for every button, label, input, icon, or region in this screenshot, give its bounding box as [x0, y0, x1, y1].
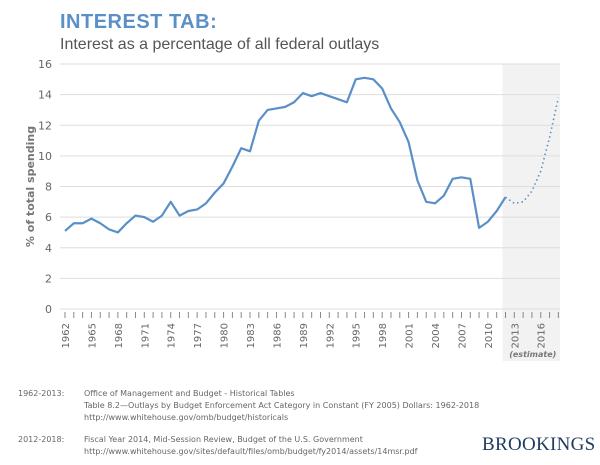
- chart-title: INTEREST TAB:: [60, 11, 218, 33]
- brookings-logo: BROOKINGS: [482, 434, 596, 455]
- estimate-label: (estimate): [509, 350, 556, 359]
- source-2: 2012-2018: Fiscal Year 2014, Mid-Session…: [18, 434, 478, 458]
- historical-series-line: [64, 76, 507, 234]
- source-2-url[interactable]: http://www.whitehouse.gov/sites/default/…: [84, 447, 418, 456]
- x-tick-label: 1962: [61, 323, 72, 348]
- x-tick-label: 1980: [220, 323, 231, 348]
- y-tick-label: 12: [38, 119, 52, 132]
- x-tick-label: 1983: [246, 323, 257, 348]
- x-tick-label: 1977: [193, 323, 204, 348]
- y-tick-label: 4: [45, 242, 52, 255]
- x-tick-label: 1974: [167, 323, 178, 348]
- y-axis-label: % of total spending: [24, 126, 37, 247]
- y-tick-label: 8: [45, 181, 52, 194]
- source-1-line: Office of Management and Budget - Histor…: [84, 389, 295, 398]
- x-tick-label: 1995: [352, 323, 363, 348]
- x-tick-label: 1986: [272, 323, 283, 348]
- source-2-line: Fiscal Year 2014, Mid-Session Review, Bu…: [84, 435, 363, 444]
- x-tick-label: 1992: [325, 323, 336, 348]
- y-tick-label: 0: [45, 303, 52, 316]
- source-1: 1962-2013: Office of Management and Budg…: [18, 388, 578, 424]
- source-2-label: 2012-2018:: [18, 435, 65, 444]
- x-tick-label: 2001: [405, 323, 416, 348]
- source-1-line: Table 8.2—Outlays by Budget Enforcement …: [84, 401, 480, 410]
- x-tick-label: 2016: [537, 323, 548, 348]
- x-tick-label: 2007: [457, 323, 468, 348]
- x-tick-label: 2013: [510, 323, 521, 348]
- y-tick-label: 10: [38, 150, 52, 163]
- x-tick-label: 2004: [431, 323, 442, 348]
- x-tick-label: 1968: [114, 323, 125, 348]
- source-1-label: 1962-2013:: [18, 389, 65, 398]
- x-tick-label: 1971: [140, 323, 151, 348]
- x-tick-label: 1998: [378, 323, 389, 348]
- chart-subtitle: Interest as a percentage of all federal …: [60, 36, 380, 53]
- source-1-url[interactable]: http://www.whitehouse.gov/omb/budget/his…: [84, 413, 289, 422]
- x-tick-label: 2010: [484, 323, 495, 348]
- y-tick-label: 16: [38, 58, 52, 71]
- line-chart: 0 2 4 6 8 10 12 14 16 % of total spending 1962 1965…: [24, 58, 560, 361]
- y-tick-label: 6: [45, 211, 52, 224]
- x-tick-label: 1965: [87, 323, 98, 348]
- y-tick-label: 2: [45, 272, 52, 285]
- estimate-region: [502, 64, 560, 361]
- y-tick-label: 14: [38, 89, 52, 102]
- x-tick-label: 1989: [299, 323, 310, 348]
